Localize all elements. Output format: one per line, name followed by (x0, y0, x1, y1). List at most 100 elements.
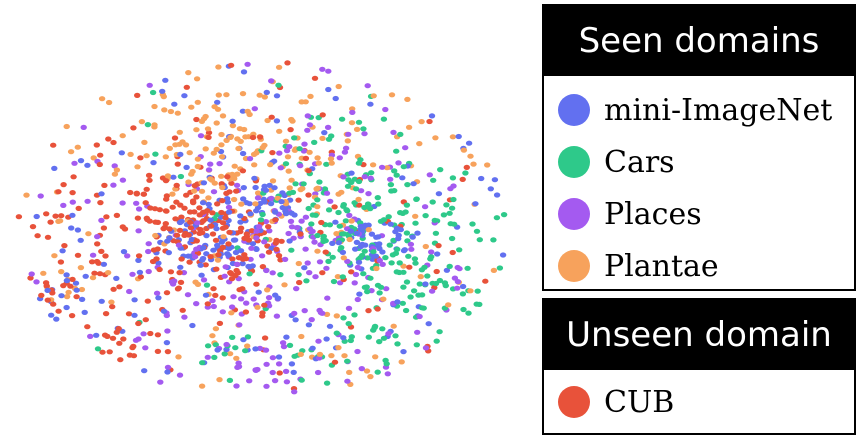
point-places (111, 163, 118, 169)
point-cub (225, 241, 232, 247)
point-places (273, 313, 281, 319)
point-plantae (315, 160, 322, 166)
legend-entry-places: Places (544, 188, 854, 240)
point-cub (116, 340, 123, 346)
point-places (314, 369, 322, 376)
point-places (378, 164, 386, 170)
point-plantae (319, 135, 326, 141)
point-places (169, 281, 177, 287)
point-mini-imagenet (499, 252, 507, 258)
point-plantae (259, 145, 266, 151)
point-cub (70, 174, 77, 180)
point-mini-imagenet (325, 86, 332, 93)
point-cub (214, 201, 221, 207)
point-mini-imagenet (356, 291, 363, 297)
point-mini-imagenet (240, 185, 247, 191)
point-cars (397, 210, 404, 216)
point-cub (459, 176, 466, 182)
point-cub (297, 231, 304, 237)
point-plantae (209, 333, 216, 339)
point-cars (325, 136, 333, 142)
point-cub (227, 62, 235, 68)
point-cub (193, 238, 200, 244)
point-plantae (484, 162, 491, 168)
point-cub (97, 152, 104, 158)
point-cub (205, 130, 213, 136)
point-cars (320, 238, 327, 244)
point-cub (96, 271, 104, 277)
point-mini-imagenet (367, 101, 374, 107)
point-cub (55, 308, 62, 314)
point-plantae (353, 126, 361, 132)
point-places (298, 218, 305, 224)
point-plantae (160, 94, 167, 100)
point-plantae (63, 123, 70, 130)
point-places (276, 150, 283, 156)
point-mini-imagenet (323, 336, 330, 342)
point-plantae (78, 286, 86, 293)
point-places (263, 267, 270, 274)
point-mini-imagenet (240, 337, 247, 343)
point-places (255, 224, 263, 230)
point-places (407, 241, 415, 247)
point-mini-imagenet (150, 160, 157, 166)
point-cars (94, 346, 102, 352)
point-places (164, 328, 171, 334)
point-plantae (161, 107, 168, 113)
point-plantae (346, 236, 353, 243)
point-plantae (404, 96, 411, 102)
point-cub (109, 304, 116, 310)
point-cars (446, 210, 453, 216)
point-mini-imagenet (239, 108, 247, 114)
point-cub (233, 267, 240, 274)
point-plantae (405, 124, 413, 130)
point-mini-imagenet (409, 234, 416, 240)
point-mini-imagenet (53, 316, 60, 322)
point-mini-imagenet (362, 242, 369, 248)
point-mini-imagenet (455, 133, 462, 140)
point-cars (367, 206, 374, 212)
point-cub (233, 188, 240, 194)
point-mini-imagenet (63, 278, 71, 284)
point-places (219, 309, 226, 315)
point-cub (236, 287, 243, 293)
point-cub (319, 270, 326, 276)
point-places (251, 106, 258, 112)
point-places (142, 345, 149, 351)
point-cars (244, 334, 252, 340)
point-plantae (151, 103, 158, 110)
point-cars (203, 282, 211, 288)
point-plantae (194, 156, 202, 162)
point-plantae (111, 171, 119, 177)
point-plantae (239, 91, 247, 97)
point-plantae (230, 175, 238, 181)
point-cars (424, 273, 431, 279)
point-places (253, 235, 260, 241)
point-places (193, 301, 200, 307)
point-mini-imagenet (399, 175, 406, 181)
point-places (325, 68, 332, 74)
point-places (164, 364, 172, 370)
point-cars (376, 339, 383, 345)
legend-label-plantae: Plantae (604, 248, 719, 284)
point-mini-imagenet (326, 323, 334, 329)
point-cub (144, 216, 151, 223)
point-places (354, 264, 362, 270)
point-plantae (185, 179, 192, 185)
point-plantae (223, 92, 230, 98)
point-places (129, 271, 136, 277)
point-cars (340, 315, 347, 321)
point-plantae (470, 161, 477, 167)
point-mini-imagenet (69, 212, 76, 218)
point-mini-imagenet (82, 273, 89, 279)
point-cub (242, 309, 250, 315)
point-cub (57, 259, 65, 265)
point-cub (143, 186, 150, 192)
point-cub (278, 238, 285, 244)
point-cars (456, 247, 463, 253)
point-plantae (267, 162, 274, 168)
point-plantae (166, 145, 173, 151)
point-cub (142, 317, 149, 323)
point-mini-imagenet (189, 322, 196, 329)
point-mini-imagenet (339, 249, 347, 255)
